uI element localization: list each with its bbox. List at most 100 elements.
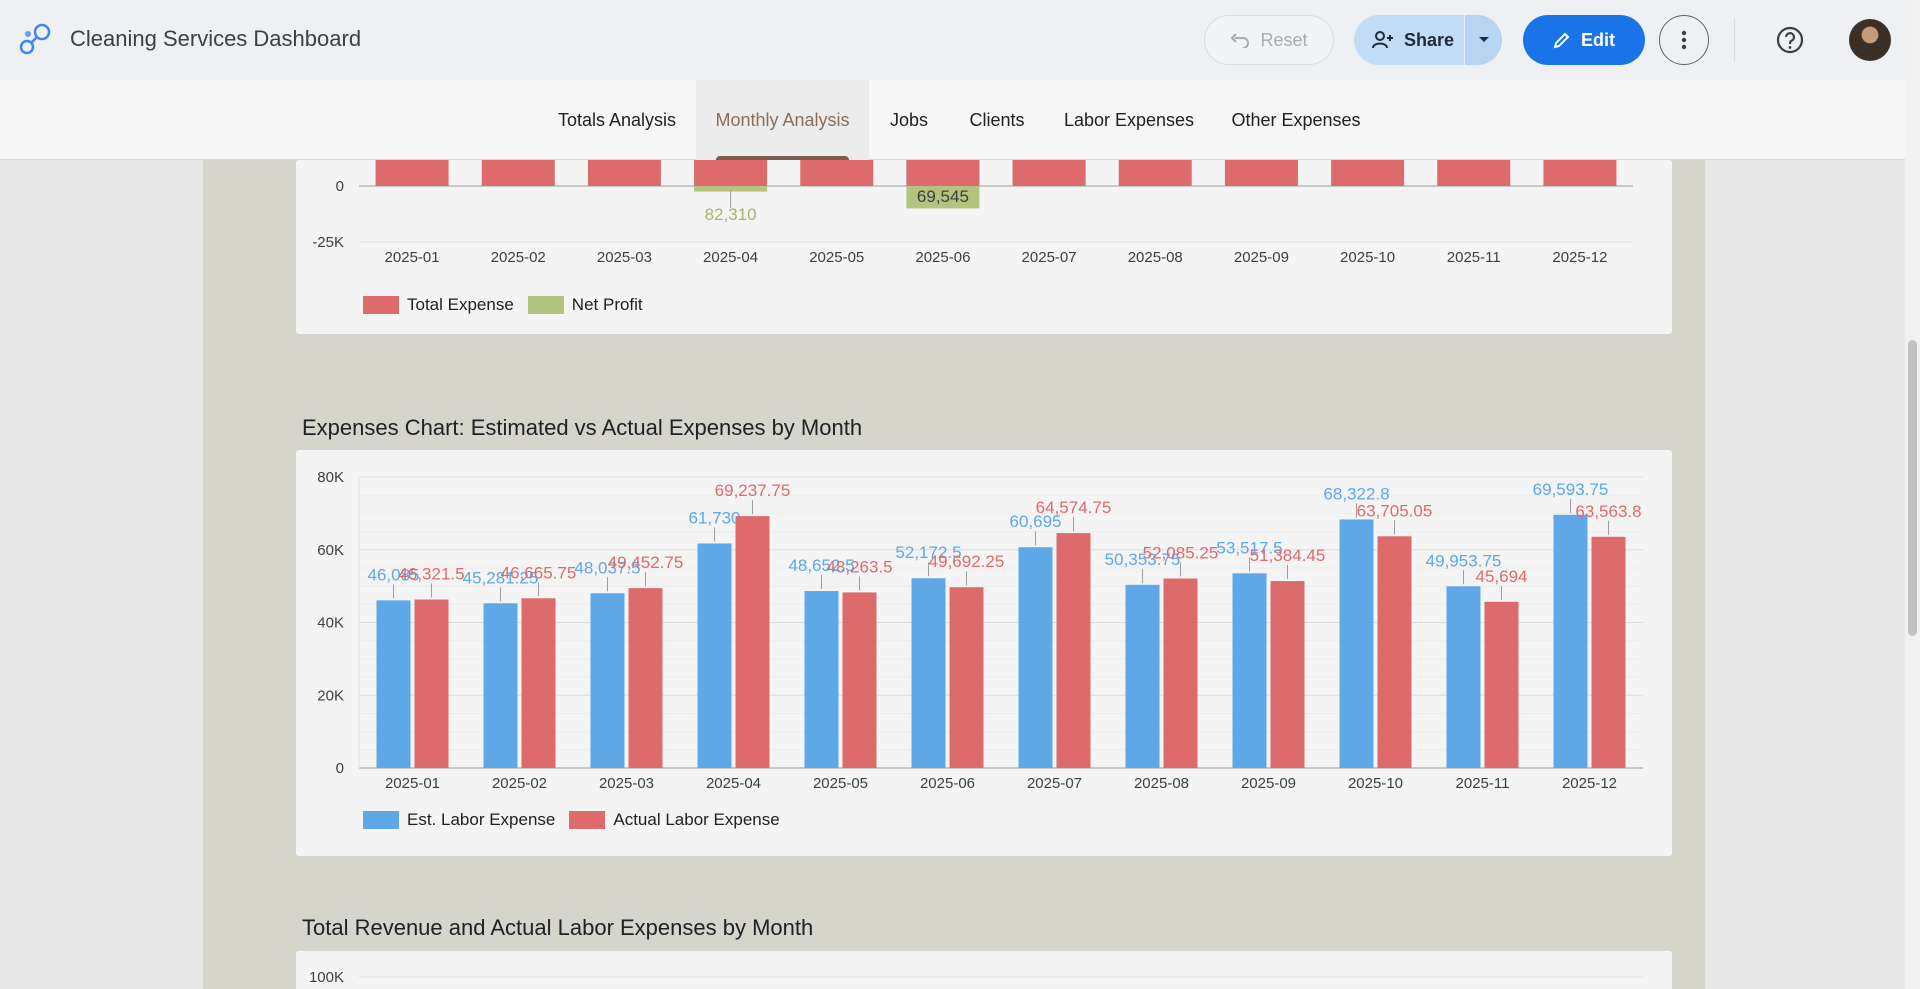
chart2-data-label-est: 48,037.5: [574, 558, 640, 577]
chart2-data-label-est: 69,593.75: [1533, 480, 1609, 499]
help-button[interactable]: [1772, 22, 1808, 58]
chart1-bar-net-profit: [694, 186, 768, 192]
chart1-y-tick: -25K: [312, 234, 344, 251]
chart1-bar-total-expense: [1118, 160, 1192, 186]
chart2-bar-actual-labor: [1591, 536, 1626, 768]
chart1-bar-total-expense: [1224, 160, 1298, 186]
chart1-x-tick: 2025-08: [1128, 249, 1183, 266]
total-expense-net-profit-chart-card[interactable]: 0 -25K 2025-01 2025-02 2025-03 2025-04 2025-05…: [296, 160, 1672, 334]
chart2-data-label-est: 45,281.25: [463, 568, 539, 587]
chart2-bar-actual-labor: [1163, 578, 1198, 768]
chart2-x-tick: 2025-08: [1134, 775, 1189, 792]
tab-label: Clients: [969, 109, 1025, 130]
reset-button[interactable]: Reset: [1204, 15, 1334, 65]
tab-monthly-analysis[interactable]: Monthly Analysis: [696, 80, 869, 160]
legend-label-actual-labor: Actual Labor Expense: [613, 810, 780, 829]
chart1-bar-total-expense: [375, 160, 449, 186]
chart2-data-label-est: 52,172.5: [895, 543, 961, 562]
chart2-bar-est-labor: [1232, 573, 1267, 768]
chart1-bar-total-expense: [1543, 160, 1617, 186]
chart2-data-label-actual: 69,237.75: [715, 481, 791, 500]
share-button-group: Share: [1354, 15, 1502, 65]
help-icon: [1776, 26, 1804, 54]
scrollbar-thumb[interactable]: [1908, 340, 1917, 636]
chart2-data-label-actual: 46,321.5: [398, 565, 464, 584]
more-options-button[interactable]: [1659, 15, 1709, 65]
chart2-bar-est-labor: [697, 543, 732, 768]
chart2-bar-actual-labor: [1056, 533, 1091, 768]
looker-studio-logo-icon[interactable]: [18, 22, 52, 56]
chart2-bar-actual-labor: [1377, 536, 1412, 768]
legend-label-total-expense: Total Expense: [407, 295, 514, 314]
chart2-data-label-actual: 46,665.75: [501, 563, 577, 582]
chart2-x-tick: 2025-09: [1241, 775, 1296, 792]
revenue-chart-card[interactable]: 100K: [296, 951, 1672, 989]
tab-other-expenses[interactable]: Other Expenses: [1220, 80, 1372, 160]
chart2-y-tick: 20K: [317, 687, 344, 704]
chart2-data-label-actual: 49,692.25: [929, 552, 1005, 571]
chart2-data-label-est: 61,730: [689, 508, 741, 527]
tab-label: Other Expenses: [1231, 109, 1361, 130]
chart2-data-label-actual: 45,694: [1476, 567, 1528, 586]
tab-jobs[interactable]: Jobs: [872, 80, 946, 160]
legend-swatch-est-labor: [363, 811, 399, 829]
chart2-x-tick: 2025-05: [813, 775, 868, 792]
chart1-x-tick: 2025-11: [1447, 249, 1501, 266]
pencil-icon: [1553, 32, 1570, 49]
chart1-x-tick: 2025-06: [915, 249, 970, 266]
chart2-bar-actual-labor: [735, 516, 770, 768]
share-dropdown-button[interactable]: [1464, 15, 1502, 65]
page-tabs: Totals Analysis Monthly Analysis Jobs Cl…: [0, 80, 1920, 160]
edit-label: Edit: [1581, 29, 1615, 50]
chart1-x-tick: 2025-09: [1234, 249, 1289, 266]
chart2-bar-est-labor: [1553, 514, 1588, 768]
tab-label: Totals Analysis: [557, 109, 677, 130]
chart2-legend: Est. Labor Expense Actual Labor Expense: [363, 810, 780, 830]
chart2-data-label-est: 68,322.8: [1323, 484, 1389, 503]
chart1-bar-total-expense: [1012, 160, 1086, 186]
more-vert-icon: [1681, 30, 1687, 50]
tab-labor-expenses[interactable]: Labor Expenses: [1050, 80, 1208, 160]
chart2-bar-actual-labor: [521, 598, 556, 768]
tab-label: Jobs: [889, 109, 929, 130]
chart2-data-label-actual: 63,563.8: [1575, 502, 1641, 521]
chart1-bar-total-expense: [587, 160, 661, 186]
chart2-bar-est-labor: [483, 603, 518, 768]
chart2-bar-est-labor: [590, 593, 625, 768]
legend-label-net-profit: Net Profit: [571, 295, 643, 314]
report-canvas-area: 0 -25K 2025-01 2025-02 2025-03 2025-04 2025-05…: [0, 160, 1920, 989]
chart1-bar-total-expense: [1331, 160, 1405, 186]
chart1-x-tick: 2025-12: [1552, 249, 1607, 266]
total-expense-net-profit-chart: 0 -25K 2025-01 2025-02 2025-03 2025-04 2025-05…: [312, 160, 1633, 266]
chart2-bar-actual-labor: [842, 592, 877, 768]
chart2-y-tick: 40K: [317, 615, 344, 632]
page-scrollbar[interactable]: [1905, 0, 1920, 989]
chart2-data-label-est: 49,953.75: [1426, 551, 1502, 570]
tab-label: Monthly Analysis: [715, 109, 850, 130]
expenses-chart-card[interactable]: 0 20K 40K 60K 80K 46,085 46,321.5 2025-01 45,281…: [296, 450, 1672, 856]
edit-button[interactable]: Edit: [1523, 15, 1645, 65]
chart1-bar-total-expense: [800, 160, 874, 186]
share-button[interactable]: Share: [1354, 15, 1464, 65]
chart1-bar-net-profit: [906, 186, 980, 209]
tab-clients[interactable]: Clients: [955, 80, 1039, 160]
legend-swatch-actual-labor: [569, 811, 606, 829]
user-avatar[interactable]: [1849, 19, 1891, 61]
tab-totals-analysis[interactable]: Totals Analysis: [540, 80, 694, 160]
chart1-legend: Total Expense Net Profit: [363, 295, 643, 315]
chart2-data-label-actual: 49,452.75: [608, 553, 684, 572]
chart1-bar-total-expense: [694, 160, 768, 186]
chart2-data-label-est: 50,353.75: [1105, 550, 1181, 569]
chart2-x-tick: 2025-12: [1562, 775, 1617, 792]
report-page: 0 -25K 2025-01 2025-02 2025-03 2025-04 2025-05…: [203, 160, 1705, 989]
chart1-bar-total-expense: [906, 160, 980, 186]
active-tab-indicator: [716, 156, 849, 160]
chart1-bar-total-expense: [481, 160, 555, 186]
revenue-chart-title: Total Revenue and Actual Labor Expenses …: [302, 915, 814, 940]
chart2-data-label-est: 53,517.5: [1216, 538, 1282, 557]
chart2-bar-actual-labor: [1484, 601, 1519, 768]
person-add-icon: [1372, 31, 1393, 49]
revenue-bar-chart: 100K: [309, 969, 1643, 986]
chart2-data-label-est: 46,085: [368, 565, 420, 584]
caret-down-icon: [1478, 37, 1489, 42]
